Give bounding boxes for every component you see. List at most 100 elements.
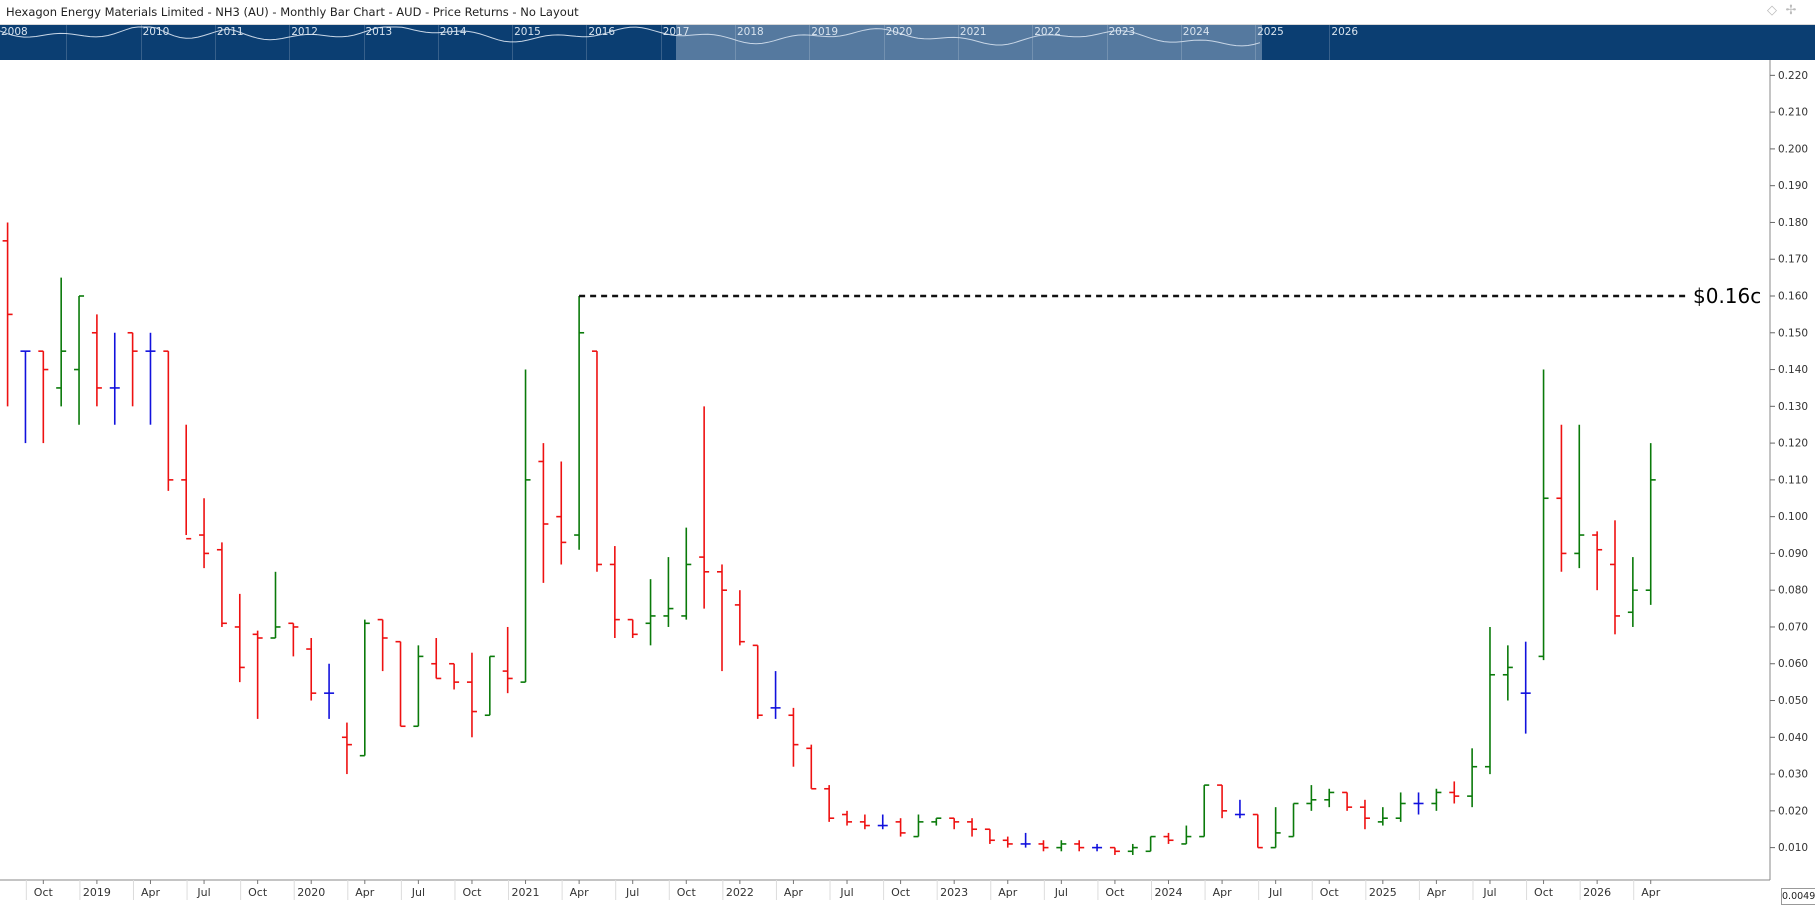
ohlc-bar bbox=[1538, 369, 1549, 661]
navigator-year-divider bbox=[586, 25, 588, 60]
navigator-year-label: 2017 bbox=[662, 26, 690, 38]
ohlc-bar bbox=[1324, 788, 1335, 808]
ohlc-bar bbox=[1199, 784, 1210, 838]
ohlc-bar bbox=[74, 295, 85, 425]
x-tick-label: Oct bbox=[1534, 886, 1554, 899]
navigator-year-label: 2024 bbox=[1182, 26, 1210, 38]
ohlc-bar bbox=[1181, 825, 1192, 845]
ohlc-bar bbox=[1270, 807, 1281, 849]
ohlc-bar bbox=[1145, 835, 1156, 853]
ohlc-bar bbox=[1520, 641, 1531, 734]
y-tick-label: 0.100 bbox=[1778, 511, 1808, 523]
x-tick-label: Oct bbox=[462, 886, 482, 899]
ohlc-bar bbox=[770, 671, 781, 719]
x-tick-label: Apr bbox=[1213, 886, 1233, 899]
navigator-year-divider bbox=[809, 25, 811, 60]
y-tick-label: 0.120 bbox=[1778, 438, 1808, 450]
ohlc-bar bbox=[1377, 807, 1388, 826]
x-tick-label: 2023 bbox=[940, 886, 968, 899]
title-bar: Hexagon Energy Materials Limited - NH3 (… bbox=[0, 0, 1815, 25]
y-tick-label: 0.220 bbox=[1778, 70, 1808, 82]
navigator-year-divider bbox=[1032, 25, 1034, 60]
ohlc-bar bbox=[1306, 785, 1317, 811]
ohlc-bar bbox=[824, 785, 835, 822]
x-tick-label: Oct bbox=[34, 886, 54, 899]
navigator-year-label: 2026 bbox=[1331, 26, 1359, 38]
y-tick-label: 0.010 bbox=[1778, 842, 1808, 854]
navigator-year-label: 2012 bbox=[291, 26, 318, 38]
ohlc-bar bbox=[20, 350, 31, 444]
x-tick-label: Oct bbox=[677, 886, 697, 899]
y-tick-label: 0.060 bbox=[1778, 658, 1808, 670]
ohlc-bar bbox=[163, 350, 174, 491]
ohlc-bar bbox=[466, 652, 477, 738]
navigator-year-label: 2023 bbox=[1108, 26, 1136, 38]
navigator-year-divider bbox=[1255, 25, 1257, 60]
ohlc-bar bbox=[538, 443, 549, 583]
ohlc-bar bbox=[1484, 626, 1495, 775]
ohlc-bar bbox=[520, 369, 531, 683]
ohlc-bar bbox=[556, 461, 567, 565]
y-tick-label: 0.140 bbox=[1778, 364, 1808, 376]
navigator-year-label: 2022 bbox=[1034, 26, 1061, 38]
x-tick-label: Apr bbox=[784, 886, 804, 899]
ohlc-bar bbox=[1217, 784, 1228, 819]
price-chart[interactable]: 0.220 0.210 0.200 0.190 0.180 0.170 0.160 0.150… bbox=[0, 60, 1815, 906]
ohlc-bar bbox=[806, 744, 817, 790]
diamond-icon[interactable]: ◇ bbox=[1767, 3, 1777, 18]
ohlc-bar bbox=[1109, 846, 1120, 855]
ohlc-bar bbox=[1592, 531, 1603, 591]
ohlc-bar bbox=[377, 618, 388, 672]
ohlc-bar bbox=[449, 662, 460, 690]
ohlc-bar bbox=[341, 722, 352, 775]
x-tick-label: Jul bbox=[1054, 886, 1068, 899]
navigator-year-divider bbox=[957, 25, 959, 60]
navigator-visible-range[interactable] bbox=[676, 25, 1262, 60]
navigator-year-label: 2020 bbox=[885, 26, 913, 38]
ohlc-bar bbox=[127, 331, 138, 407]
pin-icon[interactable]: ✢ bbox=[1785, 3, 1797, 18]
navigator-year-divider bbox=[883, 25, 885, 60]
ohlc-bar bbox=[895, 818, 906, 837]
navigator-year-label: 2025 bbox=[1257, 26, 1284, 38]
navigator-year-divider bbox=[735, 25, 736, 60]
y-tick-label: 0.190 bbox=[1778, 180, 1808, 192]
ohlc-bar bbox=[681, 527, 692, 620]
ohlc-bar bbox=[288, 622, 299, 657]
ohlc-bar bbox=[38, 350, 49, 444]
ohlc-bar bbox=[1020, 832, 1031, 848]
y-tick-label: 0.170 bbox=[1778, 254, 1808, 266]
ohlc-bar bbox=[145, 332, 156, 425]
ohlc-bar bbox=[574, 296, 585, 550]
ohlc-bar bbox=[91, 314, 102, 407]
navigator-year-label: 2015 bbox=[514, 26, 541, 38]
ohlc-bar bbox=[842, 810, 853, 826]
ohlc-bar bbox=[1359, 799, 1370, 830]
ohlc-bar bbox=[1645, 443, 1656, 605]
ohlc-bar bbox=[609, 546, 620, 638]
ohlc-bar bbox=[663, 557, 674, 627]
ohlc-bar bbox=[877, 814, 888, 830]
y-tick-label: 0.080 bbox=[1778, 585, 1808, 597]
y-tick-label: 0.090 bbox=[1778, 548, 1808, 560]
x-tick-label: Jul bbox=[625, 886, 639, 899]
ohlc-bar bbox=[109, 332, 120, 425]
ohlc-bar bbox=[1288, 802, 1299, 838]
x-tick-label: Jul bbox=[1268, 886, 1282, 899]
navigator-year-divider bbox=[363, 25, 365, 60]
ohlc-bar bbox=[859, 814, 870, 830]
ohlc-bar bbox=[1002, 836, 1013, 848]
y-tick-label: 0.020 bbox=[1778, 805, 1808, 817]
time-navigator[interactable]: 2008 2010 2011 2012 2013 2014 2015 2016 2017 2018… bbox=[0, 25, 1815, 60]
x-tick-label: Apr bbox=[1427, 886, 1447, 899]
y-tick-label: 0.030 bbox=[1778, 769, 1808, 781]
ohlc-bar bbox=[627, 618, 638, 638]
y-tick-label: 0.180 bbox=[1778, 217, 1808, 229]
navigator-year-label: 2021 bbox=[959, 26, 987, 38]
current-price-value: 0.0049 bbox=[1782, 891, 1815, 902]
ohlc-bar bbox=[984, 828, 995, 844]
navigator-year-divider bbox=[512, 25, 514, 60]
x-tick-label: Apr bbox=[355, 886, 375, 899]
x-tick-label: 2022 bbox=[726, 886, 754, 899]
ohlc-bar bbox=[199, 498, 210, 569]
